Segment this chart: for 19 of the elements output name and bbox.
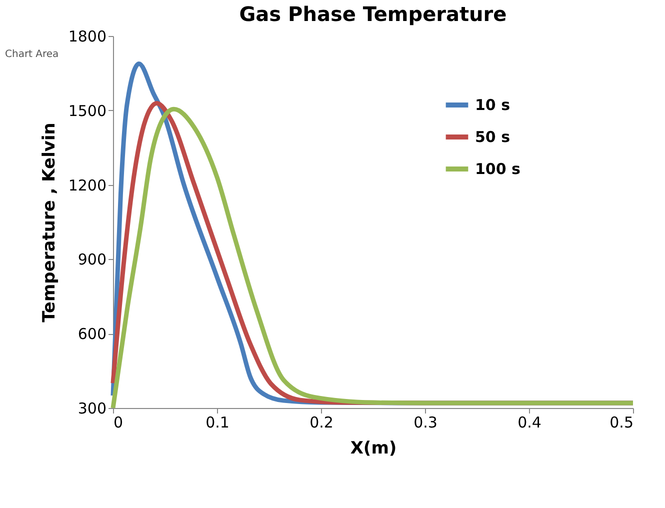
chart-title: Gas Phase Temperature <box>239 2 507 26</box>
legend-label: 100 s <box>475 160 521 178</box>
y-tick-label: 1500 <box>68 102 106 120</box>
x-tick-label: 0.5 <box>610 414 634 432</box>
x-tick-label: 0.1 <box>206 414 230 432</box>
y-axis-title: Temperature , Kelvin <box>39 122 60 322</box>
text: Chart Area <box>5 49 59 60</box>
legend-label: 10 s <box>475 96 510 114</box>
y-tick-label: 900 <box>78 250 106 269</box>
y-tick-label: 1200 <box>68 176 106 194</box>
x-tick-label: 0 <box>114 414 124 432</box>
x-axis-title: X(m) <box>350 438 397 458</box>
x-tick-label: 0.2 <box>310 414 334 432</box>
x-tick-label: 0.4 <box>518 414 542 432</box>
legend-label: 50 s <box>475 128 510 146</box>
x-tick-label: 0.3 <box>414 414 438 432</box>
y-tick-label: 600 <box>78 325 106 344</box>
y-tick-label: 300 <box>78 400 106 418</box>
y-tick-label: 1800 <box>68 28 106 46</box>
